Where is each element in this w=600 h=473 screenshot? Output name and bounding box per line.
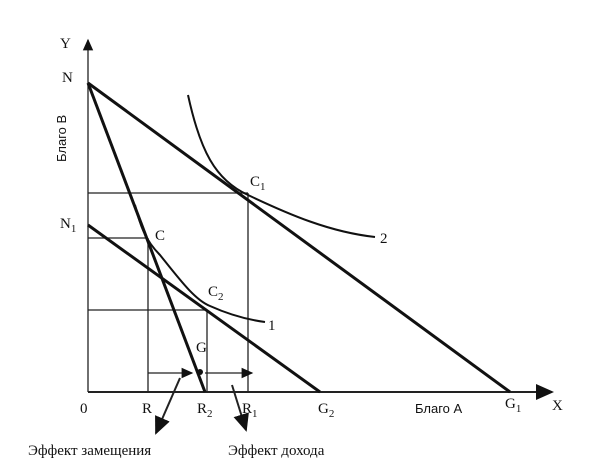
annotation: Эффект замещения xyxy=(28,443,151,459)
label-sub: 1 xyxy=(71,223,77,235)
annotation: Эффект дохода xyxy=(228,443,325,459)
label-sub: 2 xyxy=(329,408,335,420)
budget-line-NG1 xyxy=(87,81,511,394)
label-main: R xyxy=(242,401,252,417)
point-g xyxy=(197,369,203,375)
label-main: G xyxy=(318,401,329,417)
point-label: R xyxy=(142,401,152,417)
label-main: R xyxy=(197,401,207,417)
point-label: G2 xyxy=(318,401,334,420)
curve-label: 2 xyxy=(380,231,388,247)
point-label: R1 xyxy=(242,401,258,420)
label-main: C xyxy=(250,174,260,190)
indifference-curve-2 xyxy=(187,94,376,238)
pointer-income xyxy=(231,384,249,432)
point-label: N xyxy=(62,70,73,86)
guide-lines xyxy=(88,192,249,392)
point-label: C1 xyxy=(250,174,266,193)
pointer-substitution xyxy=(155,377,181,435)
label-main: G xyxy=(505,396,516,412)
label-main: G xyxy=(196,340,207,356)
point-label: R2 xyxy=(197,401,213,420)
point-label: C2 xyxy=(208,284,224,303)
label-main: N xyxy=(60,216,71,232)
label-sub: 2 xyxy=(218,291,224,303)
point-label: N1 xyxy=(60,216,76,235)
point-label: C xyxy=(155,228,165,244)
y-title: Благо B xyxy=(54,115,69,162)
label-main: C xyxy=(208,284,218,300)
budget-line-N1G2 xyxy=(87,223,321,394)
curve-label: 1 xyxy=(268,318,276,334)
label-main: C xyxy=(155,228,165,244)
indifference-curve-1 xyxy=(134,204,266,323)
origin-label: 0 xyxy=(80,401,88,417)
label-sub: 1 xyxy=(516,403,522,415)
point-label: G xyxy=(196,340,207,356)
x-label: X xyxy=(552,398,563,414)
x-title: Благо А xyxy=(415,401,462,416)
label-main: N xyxy=(62,70,73,86)
point-label: G1 xyxy=(505,396,521,415)
label-sub: 1 xyxy=(260,181,266,193)
label-main: R xyxy=(142,401,152,417)
label-sub: 1 xyxy=(252,408,258,420)
y-label: Y xyxy=(60,36,71,52)
label-sub: 2 xyxy=(207,408,213,420)
